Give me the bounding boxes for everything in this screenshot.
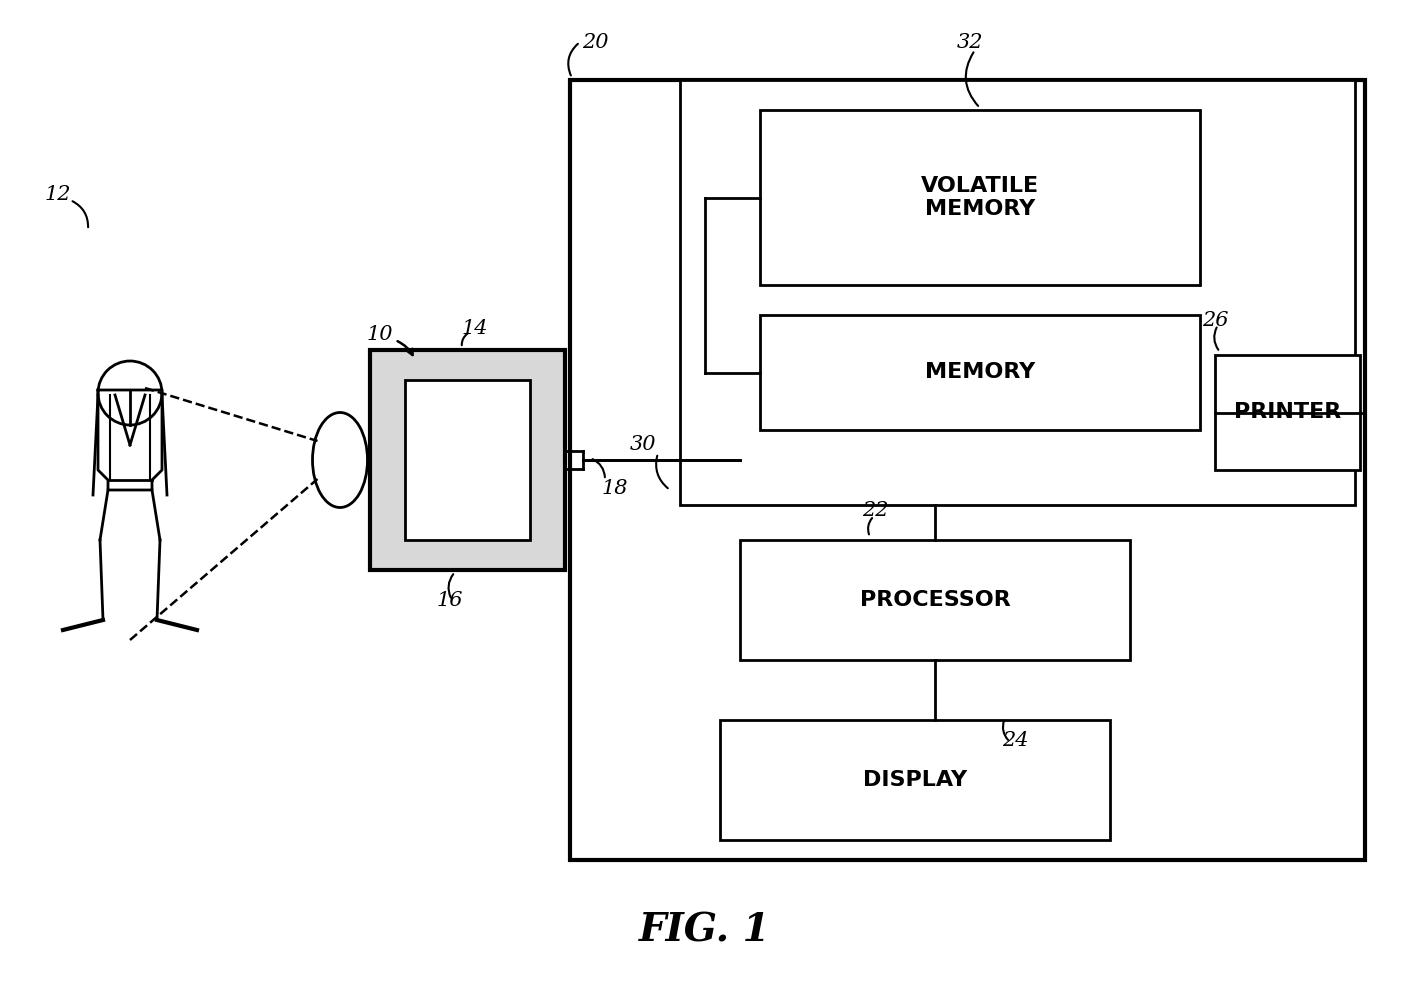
Bar — [721, 720, 1110, 840]
Text: PRINTER: PRINTER — [1234, 403, 1341, 423]
Bar — [570, 80, 1365, 860]
Bar — [760, 315, 1200, 430]
Bar — [740, 540, 1129, 660]
Text: 22: 22 — [862, 501, 888, 520]
Text: 18: 18 — [602, 478, 629, 498]
Text: MEMORY: MEMORY — [925, 362, 1035, 382]
Text: VOLATILE
MEMORY: VOLATILE MEMORY — [921, 176, 1039, 219]
Ellipse shape — [313, 413, 368, 508]
Bar — [369, 350, 565, 570]
Text: 32: 32 — [957, 33, 983, 51]
Text: 24: 24 — [1001, 731, 1028, 749]
Text: 14: 14 — [461, 319, 488, 338]
Text: 30: 30 — [630, 436, 656, 454]
Text: DISPLAY: DISPLAY — [863, 770, 967, 790]
Text: 10: 10 — [367, 326, 393, 345]
Text: 16: 16 — [437, 590, 464, 610]
Text: 20: 20 — [582, 33, 608, 51]
Text: 26: 26 — [1201, 311, 1228, 330]
Bar — [1215, 355, 1361, 470]
Text: 12: 12 — [45, 185, 72, 205]
Text: PROCESSOR: PROCESSOR — [860, 590, 1011, 610]
Bar — [760, 110, 1200, 285]
Bar — [405, 380, 530, 540]
Bar — [680, 80, 1355, 505]
Text: FIG. 1: FIG. 1 — [639, 911, 771, 949]
